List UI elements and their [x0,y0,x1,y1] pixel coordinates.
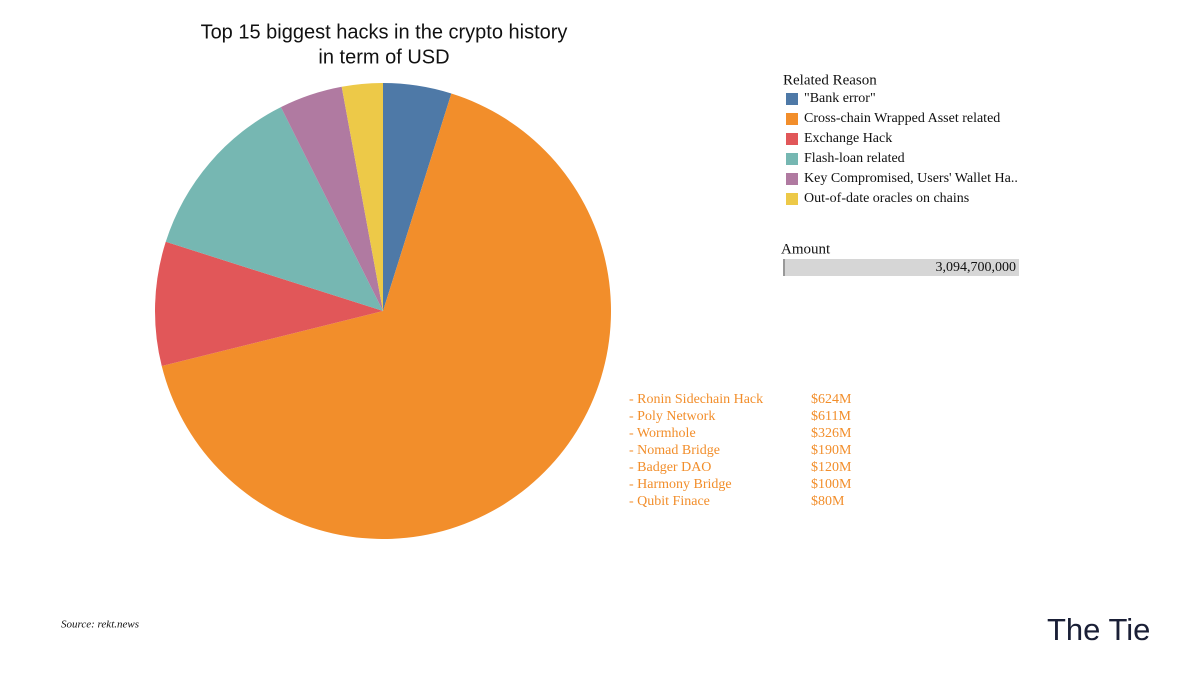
annotation-amount: $80M [811,494,845,509]
legend-swatch [786,173,798,185]
legend-swatch [786,153,798,165]
legend-label: Exchange Hack [804,131,892,146]
pie-slice [383,83,452,311]
annotation-name: - Wormhole [629,426,696,441]
annotation-name: - Nomad Bridge [629,443,720,458]
annotation-name: - Harmony Bridge [629,477,732,492]
annotation-name: - Poly Network [629,409,715,424]
legend-swatch [786,133,798,145]
legend-label: Flash-loan related [804,151,905,166]
annotation-amount: $326M [811,426,852,441]
amount-box-edge [783,259,785,276]
legend-label: "Bank error" [804,91,876,106]
annotation-name: - Badger DAO [629,460,711,475]
amount-total: 3,094,700,000 [936,260,1017,275]
annotation-name: - Ronin Sidechain Hack [629,392,763,407]
pie-slice [165,107,383,311]
annotation-amount: $624M [811,392,852,407]
source: Source: rekt.news [61,619,139,631]
chart-title: Top 15 biggest hacks in the crypto histo… [201,21,568,43]
pie-slice [341,83,383,311]
legend-swatch [786,193,798,205]
pie-slice [155,241,383,367]
legend-swatch [786,113,798,125]
logo: The Tie [1047,612,1150,647]
legend-title: Related Reason [783,72,877,88]
annotation-name: - Qubit Finace [629,494,710,509]
annotation-amount: $100M [811,477,852,492]
legend-label: Key Compromised, Users' Wallet Ha.. [804,171,1018,186]
legend-swatch [786,93,798,105]
annotation-amount: $120M [811,460,852,475]
pie-slice [161,93,612,539]
pie-slice [280,86,383,312]
amount-label: Amount [781,241,831,257]
annotation-amount: $190M [811,443,852,458]
chart-title: in term of USD [318,46,449,68]
legend-label: Out-of-date oracles on chains [804,191,969,206]
legend-label: Cross-chain Wrapped Asset related [804,111,1000,126]
annotation-amount: $611M [811,409,851,424]
amount-box [783,259,1019,276]
